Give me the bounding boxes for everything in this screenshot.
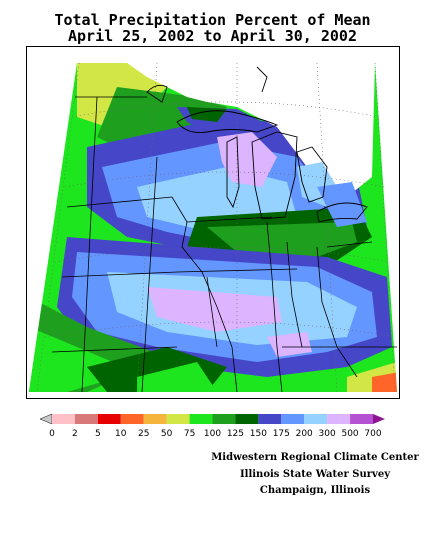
legend-tick-label: 500 — [341, 429, 358, 439]
legend-swatch — [74, 414, 98, 424]
legend-tick-label: 50 — [161, 429, 173, 439]
legend-swatch — [350, 414, 373, 424]
legend-tick-label: 700 — [364, 429, 381, 439]
legend-tick-label: 200 — [296, 429, 313, 439]
legend-tick-label: 300 — [319, 429, 336, 439]
legend-tick-label: 100 — [204, 429, 221, 439]
field-michigan-500 — [217, 132, 277, 187]
field-south-500b — [267, 332, 312, 357]
legend-swatch-high — [373, 414, 385, 424]
legend-swatch — [52, 414, 75, 424]
legend-swatch — [166, 414, 190, 424]
legend-tick-label: 175 — [273, 429, 290, 439]
legend-swatch — [189, 414, 213, 424]
state-boundaries — [51, 96, 397, 393]
legend-swatch — [258, 414, 282, 424]
map-title-line1: Total Precipitation Percent of Mean — [54, 11, 371, 29]
great-lakes — [146, 66, 368, 223]
legend-swatch — [120, 414, 144, 424]
field-erie-200 — [317, 182, 367, 227]
graticule — [36, 62, 396, 393]
legend-swatches — [39, 413, 385, 425]
legend-tick-label: 5 — [95, 429, 101, 439]
field-southeast-25 — [372, 372, 397, 392]
credit-line-3: Champaign, Illinois — [259, 485, 371, 496]
precipitation-map — [26, 46, 400, 399]
legend-swatch — [143, 414, 167, 424]
legend-tick-label: 2 — [72, 429, 78, 439]
legend-labels: 0 2 5 10 25 50 75 100 125 150 175 200 300 500 700 — [49, 429, 382, 439]
legend-tick-label: 0 — [49, 429, 55, 439]
map-title-line2: April 25, 2002 to April 30, 2002 — [68, 27, 357, 45]
field-band-125 — [207, 222, 357, 257]
legend-swatch-low — [39, 413, 53, 425]
legend-tick-label: 150 — [250, 429, 267, 439]
legend-swatch — [212, 414, 236, 424]
color-legend-svg: 0 2 5 10 25 50 75 100 125 150 175 200 300 500 700 — [39, 413, 385, 439]
legend-swatch — [281, 414, 305, 424]
legend-tick-label: 10 — [115, 429, 127, 439]
field-south-500 — [147, 287, 282, 332]
legend-swatch — [97, 414, 121, 424]
legend-swatch — [304, 414, 328, 424]
legend-swatch — [327, 414, 351, 424]
credit-line-1: Midwestern Regional Climate Center — [211, 452, 419, 463]
legend-tick-label: 75 — [184, 429, 195, 439]
legend-swatch — [235, 414, 259, 424]
legend-tick-label: 125 — [227, 429, 244, 439]
field-south-100 — [137, 362, 217, 392]
legend-tick-label: 25 — [138, 429, 149, 439]
color-legend: 0 2 5 10 25 50 75 100 125 150 175 200 300 500 700 — [39, 412, 385, 440]
precipitation-field — [29, 63, 397, 392]
credit-line-2: Illinois State Water Survey — [239, 469, 391, 480]
precipitation-map-svg — [29, 62, 397, 393]
